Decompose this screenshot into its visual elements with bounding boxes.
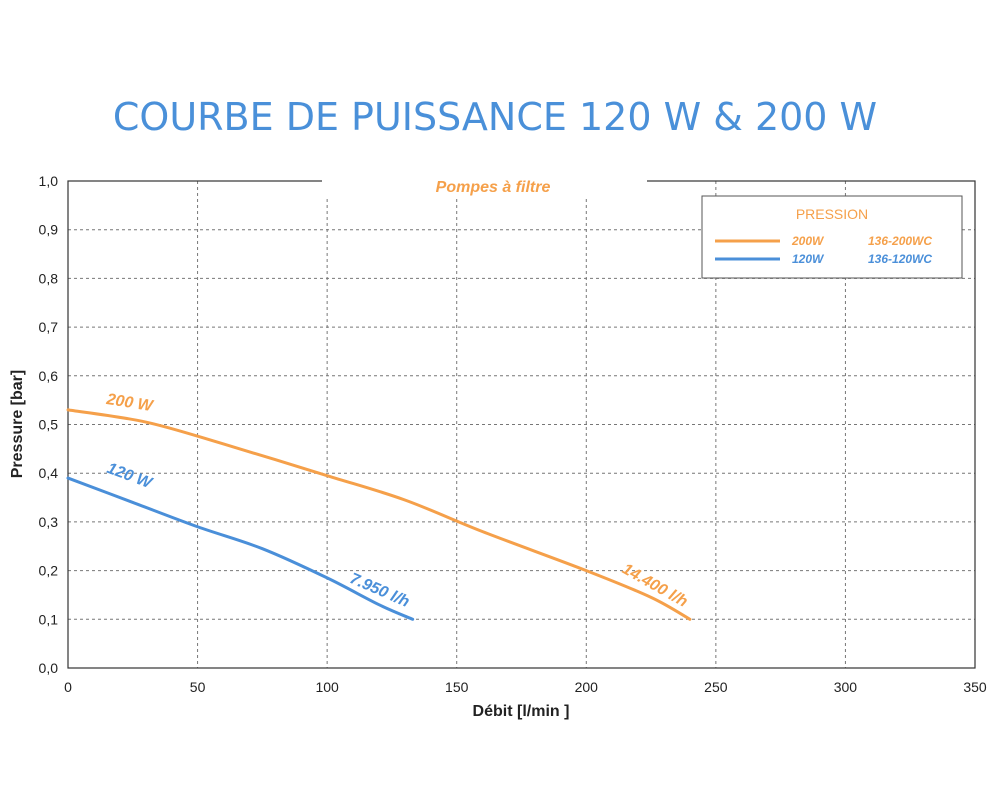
y-tick-label: 0,3: [39, 514, 59, 530]
series-end-label-200-w: 14.400 l/h: [619, 561, 690, 611]
series-name-label-120-w: 120 W: [105, 460, 156, 493]
subtitle-background: [322, 177, 647, 199]
y-tick-label: 0,9: [39, 222, 59, 238]
chart-subtitle: Pompes à filtre: [436, 179, 551, 196]
y-tick-label: 0,4: [39, 465, 59, 481]
y-tick-label: 0,0: [39, 660, 59, 676]
x-tick-label: 50: [190, 679, 206, 695]
x-tick-label: 0: [64, 679, 72, 695]
chart-title: COURBE DE PUISSANCE 120 W & 200 W: [113, 95, 877, 139]
legend-label-120w: 120W: [792, 252, 825, 266]
legend-label-200w: 200W: [791, 234, 825, 248]
series-name-label-200-w: 200 W: [104, 391, 155, 415]
x-tick-label: 300: [834, 679, 858, 695]
series-line-200-w: [66, 408, 692, 621]
y-tick-label: 0,6: [39, 368, 59, 384]
legend-box: [701, 195, 963, 279]
x-tick-label: 100: [315, 679, 339, 695]
legend-model-200w: 136-200WC: [868, 234, 932, 248]
legend: PRESSION 200W 136-200WC 120W 136-120WC: [701, 195, 963, 279]
y-tick-label: 0,2: [39, 563, 59, 579]
series-line-120-w: [66, 476, 415, 621]
x-tick-label: 250: [704, 679, 728, 695]
legend-model-120w: 136-120WC: [868, 252, 932, 266]
x-axis-label: Débit [l/min ]: [473, 703, 570, 720]
x-tick-label: 150: [445, 679, 469, 695]
y-axis-label: Pressure [bar]: [9, 370, 26, 479]
x-tick-label: 350: [963, 679, 987, 695]
y-tick-label: 0,8: [39, 270, 59, 286]
y-tick-label: 0,1: [39, 611, 59, 627]
legend-title: PRESSION: [796, 206, 868, 222]
y-tick-label: 0,5: [39, 417, 59, 433]
tick-labels: 0 50 100 150 200 250 300 350 0,0 0,1 0,2 0,3 0,4 0,5 0…: [39, 173, 987, 695]
grid: [68, 181, 975, 668]
y-tick-label: 1,0: [39, 173, 59, 189]
x-tick-label: 200: [575, 679, 599, 695]
y-tick-label: 0,7: [39, 319, 59, 335]
